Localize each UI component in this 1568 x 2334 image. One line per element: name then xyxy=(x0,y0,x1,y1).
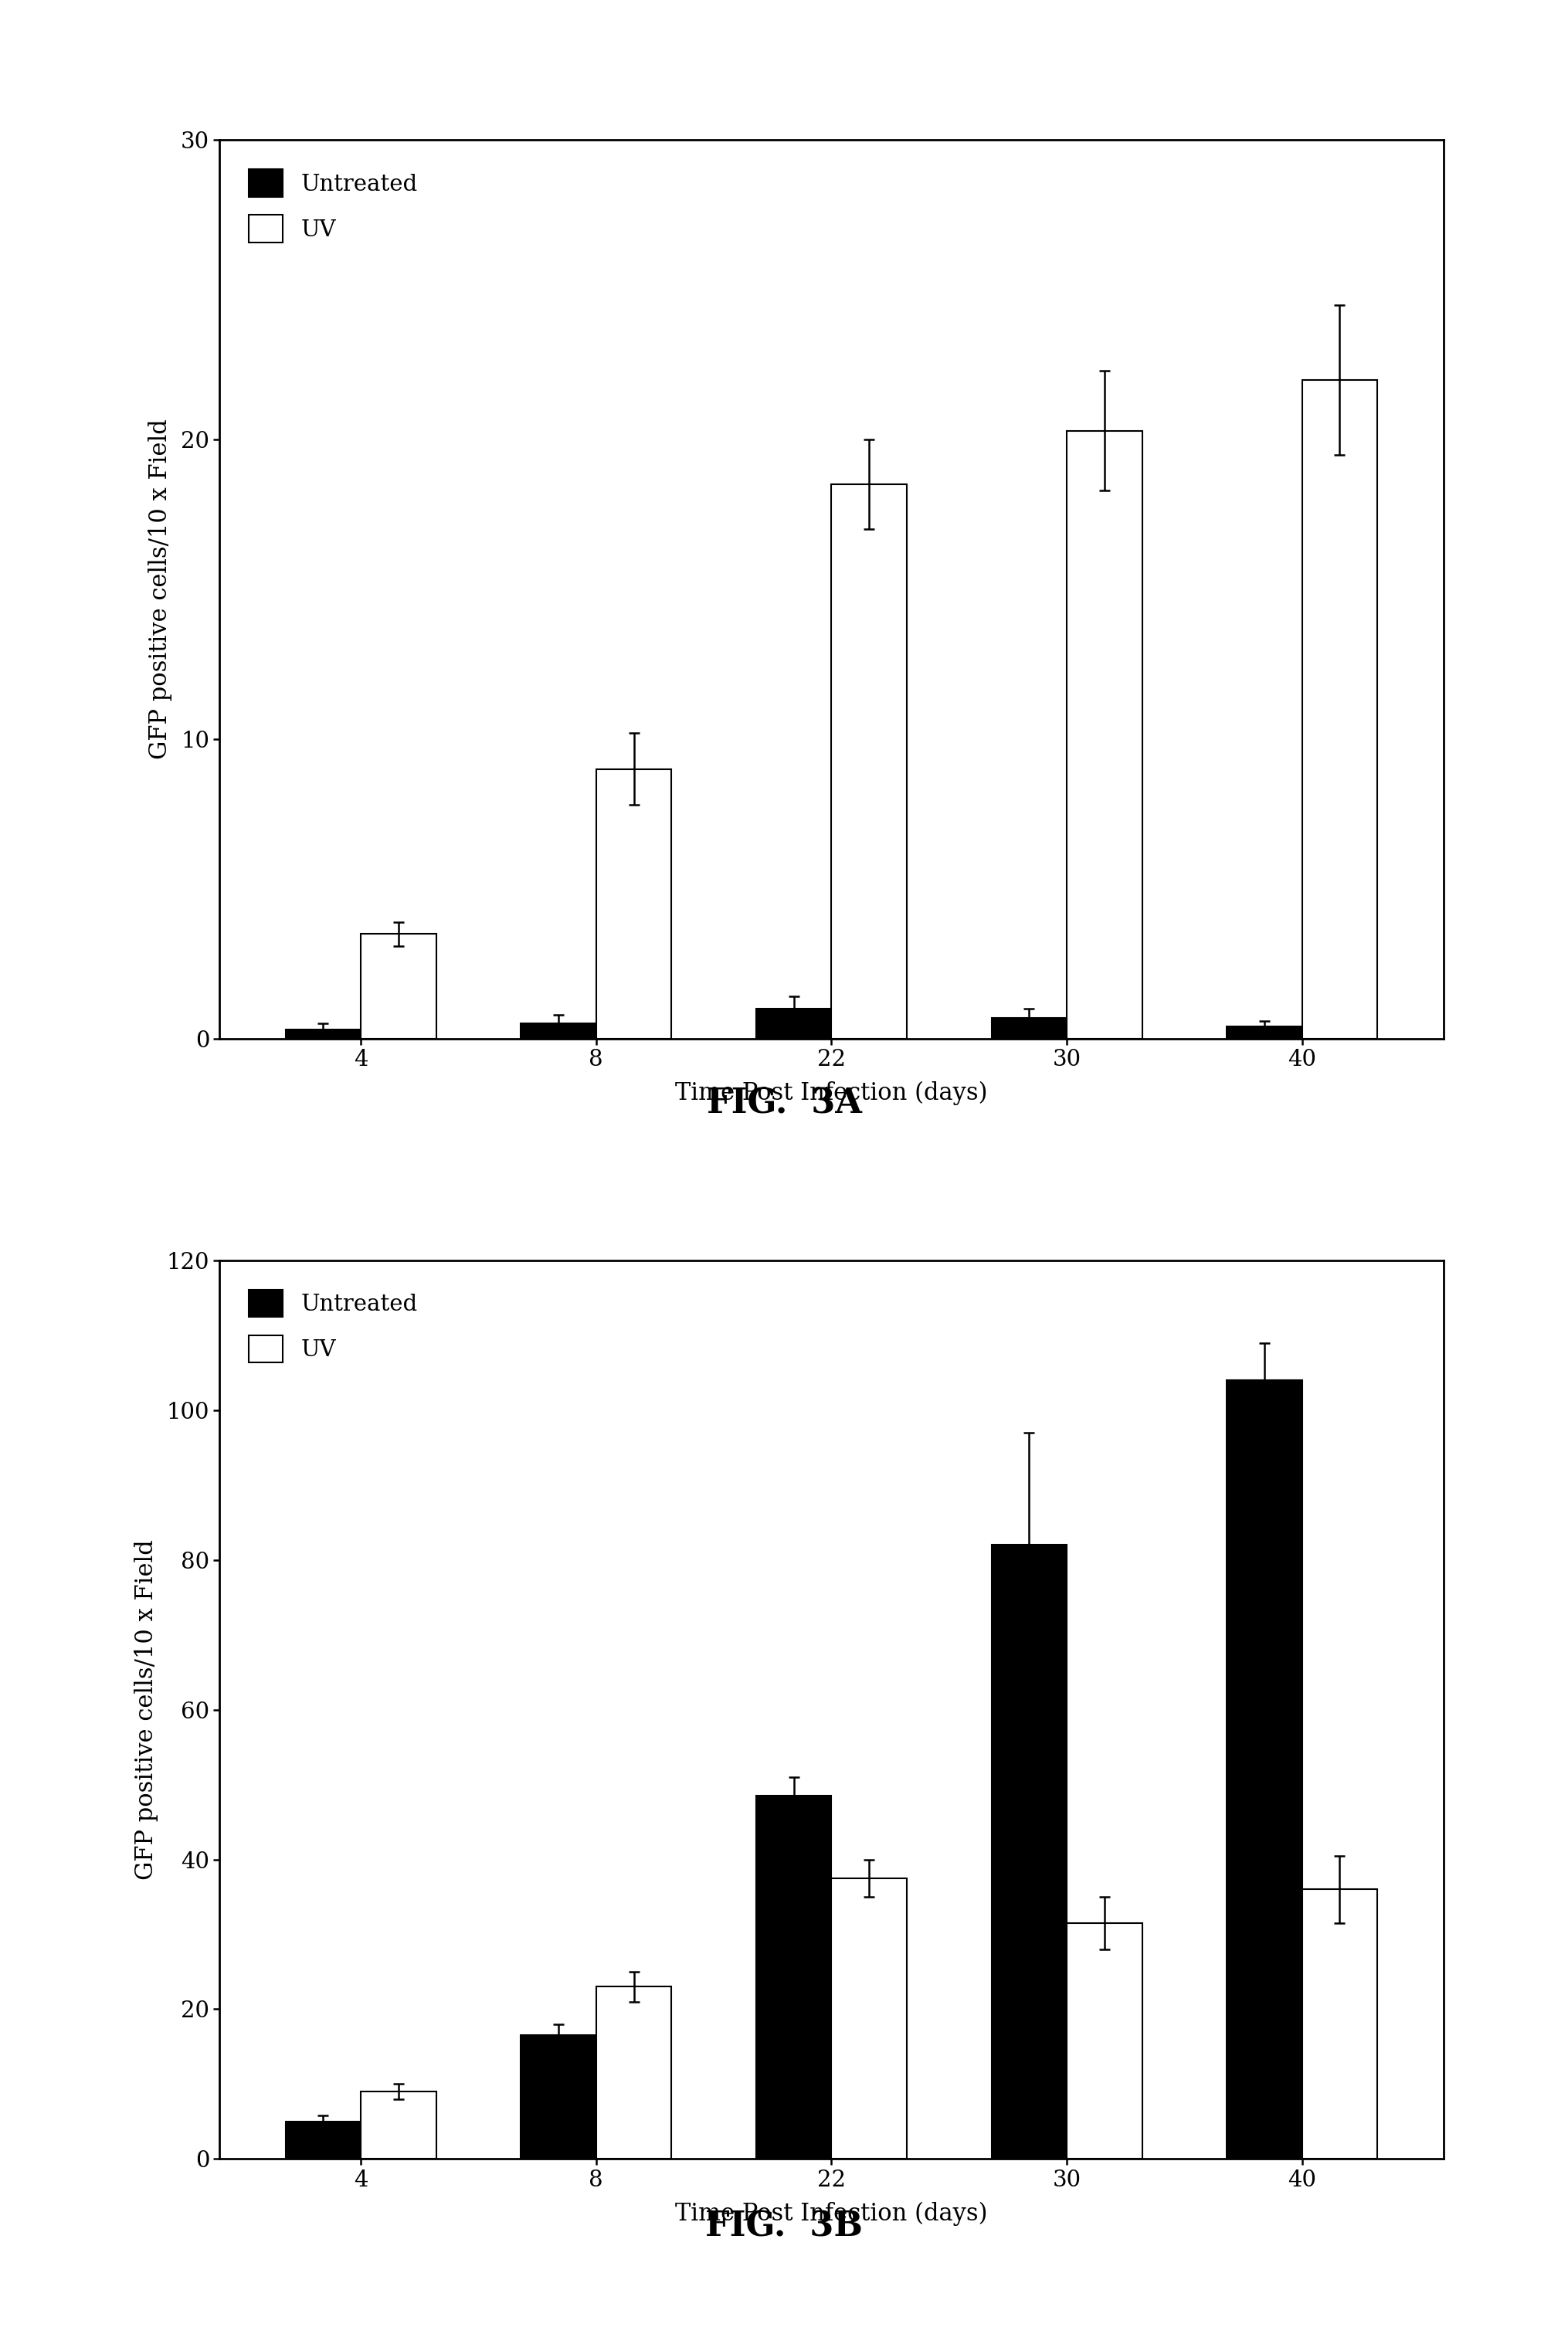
Bar xyxy=(285,1029,361,1039)
Bar xyxy=(831,1879,906,2159)
Bar xyxy=(1066,1923,1142,2159)
Bar xyxy=(361,934,436,1039)
Bar xyxy=(991,1545,1066,2159)
Bar xyxy=(521,1025,596,1039)
Y-axis label: GFP positive cells/10 x Field: GFP positive cells/10 x Field xyxy=(147,420,172,759)
Bar xyxy=(1301,380,1377,1039)
Legend: Untreated, UV: Untreated, UV xyxy=(230,1272,436,1382)
Bar xyxy=(831,485,906,1039)
Bar xyxy=(285,2122,361,2159)
Bar xyxy=(1226,1379,1301,2159)
Bar xyxy=(1301,1891,1377,2159)
Text: FIG.  3B: FIG. 3B xyxy=(706,2210,862,2243)
Bar xyxy=(756,1008,831,1039)
X-axis label: Time Post Infection (days): Time Post Infection (days) xyxy=(674,2201,988,2227)
Bar xyxy=(756,1795,831,2159)
X-axis label: Time Post Infection (days): Time Post Infection (days) xyxy=(674,1081,988,1106)
Text: FIG.  3A: FIG. 3A xyxy=(707,1088,861,1120)
Bar xyxy=(991,1018,1066,1039)
Bar xyxy=(361,2091,436,2159)
Y-axis label: GFP positive cells/10 x Field: GFP positive cells/10 x Field xyxy=(133,1540,158,1879)
Bar xyxy=(1066,429,1142,1039)
Bar xyxy=(1226,1027,1301,1039)
Legend: Untreated, UV: Untreated, UV xyxy=(230,152,436,261)
Bar xyxy=(596,768,671,1039)
Bar xyxy=(596,1986,671,2159)
Bar xyxy=(521,2035,596,2159)
